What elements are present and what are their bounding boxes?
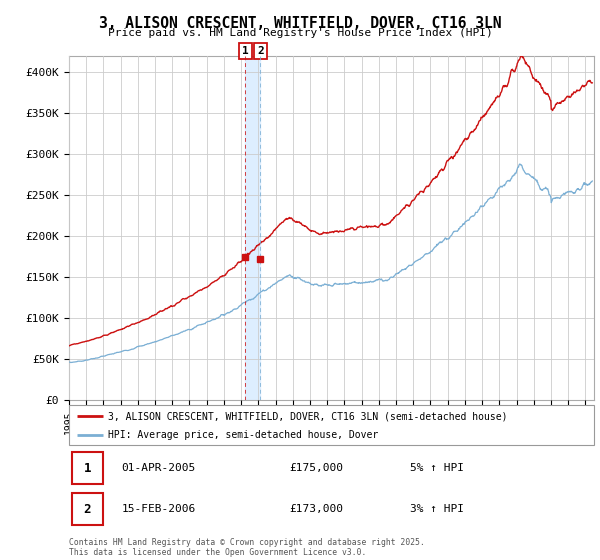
Text: 2: 2 xyxy=(257,46,264,56)
FancyBboxPatch shape xyxy=(71,452,103,484)
Text: Price paid vs. HM Land Registry's House Price Index (HPI): Price paid vs. HM Land Registry's House … xyxy=(107,28,493,38)
Text: 2: 2 xyxy=(83,502,91,516)
Text: 1: 1 xyxy=(83,461,91,475)
Text: Contains HM Land Registry data © Crown copyright and database right 2025.
This d: Contains HM Land Registry data © Crown c… xyxy=(69,538,425,557)
Text: 3, ALISON CRESCENT, WHITFIELD, DOVER, CT16 3LN (semi-detached house): 3, ALISON CRESCENT, WHITFIELD, DOVER, CT… xyxy=(109,411,508,421)
Text: 1: 1 xyxy=(242,46,249,56)
FancyBboxPatch shape xyxy=(71,493,103,525)
Text: £175,000: £175,000 xyxy=(290,463,343,473)
Text: 01-APR-2005: 01-APR-2005 xyxy=(121,463,196,473)
Text: £173,000: £173,000 xyxy=(290,504,343,514)
Bar xyxy=(245,56,260,400)
Text: 5% ↑ HPI: 5% ↑ HPI xyxy=(410,463,464,473)
Text: 3% ↑ HPI: 3% ↑ HPI xyxy=(410,504,464,514)
FancyBboxPatch shape xyxy=(69,405,594,445)
Text: 15-FEB-2006: 15-FEB-2006 xyxy=(121,504,196,514)
Text: 3, ALISON CRESCENT, WHITFIELD, DOVER, CT16 3LN: 3, ALISON CRESCENT, WHITFIELD, DOVER, CT… xyxy=(99,16,501,31)
Text: HPI: Average price, semi-detached house, Dover: HPI: Average price, semi-detached house,… xyxy=(109,430,379,440)
